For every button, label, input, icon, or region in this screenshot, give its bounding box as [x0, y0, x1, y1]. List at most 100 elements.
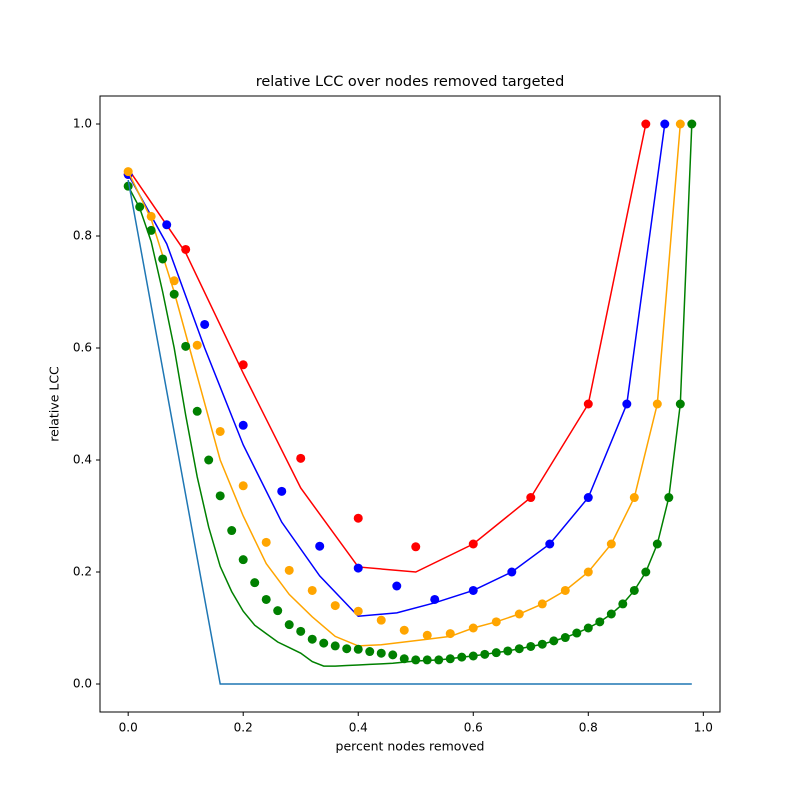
series-point [503, 646, 513, 656]
series-point [261, 594, 271, 604]
series-point [430, 594, 440, 604]
series-point [353, 563, 363, 573]
series-point [342, 644, 352, 654]
series-point [434, 655, 444, 665]
series-point [250, 578, 260, 588]
series-point [514, 609, 524, 619]
series-point [146, 225, 156, 235]
series-point [376, 648, 386, 658]
series-point [215, 426, 225, 436]
series-point [595, 617, 605, 627]
series-point [560, 585, 570, 595]
series-point [200, 319, 210, 329]
series-point [353, 644, 363, 654]
y-axis-label: relative LCC [47, 366, 62, 442]
x-tick-label: 1.0 [694, 721, 713, 735]
series-point [468, 651, 478, 661]
y-tick-label: 0.6 [73, 341, 92, 355]
series-point [146, 211, 156, 221]
y-tick-label: 0.0 [73, 677, 92, 691]
series-line [127, 179, 692, 685]
series-point [296, 626, 306, 636]
series-point [169, 276, 179, 286]
series-point [353, 513, 363, 523]
x-tick-label: 0.6 [464, 721, 483, 735]
series-point [545, 539, 555, 549]
series-point [181, 244, 191, 254]
series-point [284, 565, 294, 575]
series-point [583, 493, 593, 503]
series-point [192, 340, 202, 350]
y-tick-label: 0.2 [73, 565, 92, 579]
series-point [549, 636, 559, 646]
series-point [296, 453, 306, 463]
series-point [399, 654, 409, 664]
series-point [422, 630, 432, 640]
series-point [468, 623, 478, 633]
series-point [491, 648, 501, 658]
series-point [480, 649, 490, 659]
x-axis-label: percent nodes removed [336, 739, 485, 754]
x-tick-label: 0.4 [349, 721, 368, 735]
series-point [238, 481, 248, 491]
series-line [127, 123, 647, 573]
series-point [468, 539, 478, 549]
series-point [227, 526, 237, 536]
series-point [388, 650, 398, 660]
x-tick-label: 0.8 [579, 721, 598, 735]
series-point [660, 119, 670, 129]
series-point [537, 599, 547, 609]
series-point [572, 628, 582, 638]
series-point [664, 493, 674, 503]
series-point [514, 644, 524, 654]
series-point [399, 625, 409, 635]
series-point [629, 493, 639, 503]
series-point [273, 606, 283, 616]
x-tick-label: 0.2 [234, 721, 253, 735]
series-point [353, 606, 363, 616]
series-point [238, 420, 248, 430]
series-point [687, 119, 697, 129]
series-point [537, 639, 547, 649]
series-point [675, 119, 685, 129]
series-point [158, 254, 168, 264]
series-point [445, 629, 455, 639]
series-point [330, 601, 340, 611]
series-point [675, 399, 685, 409]
series-point [181, 341, 191, 351]
series-point [560, 633, 570, 643]
series-point [215, 491, 225, 501]
series-point [330, 641, 340, 651]
series-point [319, 638, 329, 648]
series-point [618, 599, 628, 609]
series-point [238, 360, 248, 370]
series-point [315, 541, 325, 551]
series-point [583, 623, 593, 633]
series-point [365, 647, 375, 657]
series-point [583, 399, 593, 409]
series-point [261, 537, 271, 547]
series-point [238, 555, 248, 565]
plot-frame [99, 95, 721, 713]
series-point [169, 289, 179, 299]
chart-title: relative LCC over nodes removed targeted [256, 74, 565, 90]
series-point [392, 581, 402, 591]
series-point [526, 641, 536, 651]
series-point [457, 652, 467, 662]
series-point [204, 455, 214, 465]
series-point [162, 220, 172, 230]
series-point [307, 585, 317, 595]
x-tick-label: 0.0 [119, 721, 138, 735]
series-point [652, 399, 662, 409]
series-point [123, 167, 133, 177]
series-point [422, 655, 432, 665]
series-point [445, 654, 455, 664]
series-point [411, 655, 421, 665]
series-point [507, 567, 517, 577]
series-point [376, 615, 386, 625]
series-line [127, 123, 666, 618]
series-point [622, 399, 632, 409]
series-point [641, 119, 651, 129]
series-point [284, 620, 294, 630]
